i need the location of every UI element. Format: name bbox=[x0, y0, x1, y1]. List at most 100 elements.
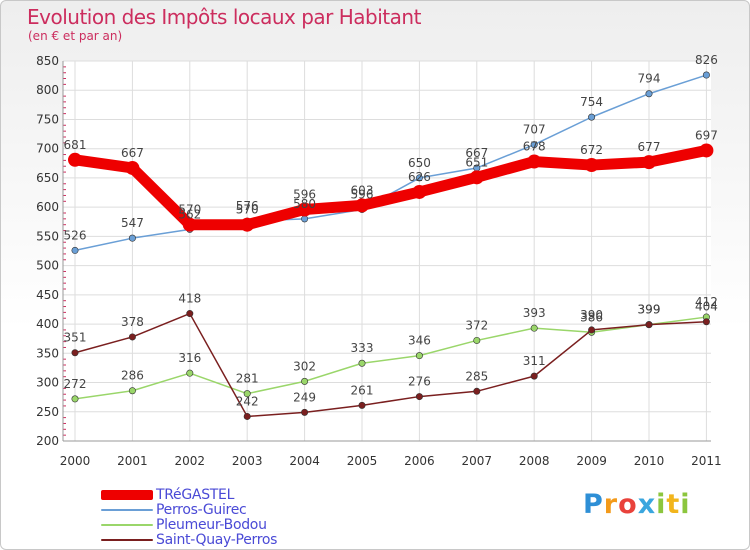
legend-swatch bbox=[101, 509, 153, 511]
data-point bbox=[358, 359, 366, 367]
data-point bbox=[415, 174, 423, 182]
series-line-3 bbox=[74, 312, 707, 418]
data-point bbox=[702, 318, 710, 326]
data-label: 286 bbox=[121, 369, 144, 383]
data-label: 249 bbox=[293, 390, 316, 404]
data-point bbox=[530, 372, 538, 380]
y-tick-label: 450 bbox=[36, 288, 59, 302]
data-label: 272 bbox=[64, 377, 87, 391]
logo-letter: x bbox=[637, 489, 657, 520]
series-line-2 bbox=[74, 316, 707, 400]
y-tick-label: 200 bbox=[36, 434, 59, 448]
data-point bbox=[645, 90, 653, 98]
logo-letter: i bbox=[656, 489, 667, 520]
y-tick-label: 250 bbox=[36, 405, 59, 419]
data-point bbox=[128, 333, 136, 341]
data-label: 242 bbox=[236, 394, 259, 408]
data-label: 697 bbox=[695, 128, 718, 142]
data-label: 603 bbox=[351, 183, 374, 197]
plot-area bbox=[63, 61, 711, 441]
y-tick-label: 500 bbox=[36, 259, 59, 273]
data-point-tregastel bbox=[527, 154, 542, 169]
y-tick-label: 400 bbox=[36, 317, 59, 331]
data-point bbox=[301, 377, 309, 385]
data-label: 378 bbox=[121, 315, 144, 329]
data-label: 672 bbox=[580, 143, 603, 157]
logo-letter: t bbox=[666, 489, 681, 520]
data-label: 826 bbox=[695, 53, 718, 67]
data-point bbox=[71, 349, 79, 357]
data-label: 650 bbox=[408, 156, 431, 170]
data-label: 626 bbox=[408, 170, 431, 184]
legend-label: Saint-Quay-Perros bbox=[156, 532, 278, 548]
legend-label: TRéGASTEL bbox=[156, 487, 235, 503]
data-point-tregastel bbox=[412, 184, 427, 199]
data-point bbox=[530, 141, 538, 149]
y-tick-label: 850 bbox=[36, 54, 59, 68]
data-label: 678 bbox=[523, 140, 546, 154]
data-point-tregastel bbox=[240, 217, 255, 232]
data-label: 596 bbox=[293, 187, 316, 201]
data-label: 333 bbox=[351, 341, 374, 355]
data-point bbox=[415, 393, 423, 401]
chart-title: Evolution des Impôts locaux par Habitant bbox=[27, 5, 421, 29]
legend-label: Pleumeur-Bodou bbox=[156, 517, 267, 533]
logo-letter: o bbox=[618, 489, 638, 520]
chart-subtitle: (en € et par an) bbox=[28, 29, 123, 43]
y-tick-label: 300 bbox=[36, 376, 59, 390]
series-line-0 bbox=[74, 145, 708, 231]
x-tick-label: 2009 bbox=[576, 454, 607, 468]
data-label: 399 bbox=[638, 303, 661, 317]
data-point bbox=[301, 408, 309, 416]
data-point bbox=[473, 387, 481, 395]
data-point-tregastel bbox=[469, 170, 484, 185]
data-point-tregastel bbox=[297, 202, 312, 217]
x-tick-label: 2000 bbox=[60, 454, 91, 468]
data-label: 276 bbox=[408, 375, 431, 389]
data-point-tregastel bbox=[584, 158, 599, 173]
data-label: 570 bbox=[178, 203, 201, 217]
x-tick-label: 2007 bbox=[462, 454, 493, 468]
y-tick-label: 650 bbox=[36, 171, 59, 185]
x-tick-label: 2005 bbox=[347, 454, 378, 468]
data-label: 302 bbox=[293, 359, 316, 373]
data-label: 667 bbox=[121, 146, 144, 160]
data-label: 677 bbox=[638, 140, 661, 154]
data-point bbox=[415, 352, 423, 360]
data-label: 754 bbox=[580, 95, 603, 109]
data-label: 576 bbox=[236, 199, 259, 213]
y-tick-label: 550 bbox=[36, 229, 59, 243]
data-point-tregastel bbox=[642, 155, 656, 170]
data-point bbox=[71, 246, 79, 254]
data-point bbox=[186, 369, 194, 377]
data-label: 596 bbox=[351, 187, 374, 201]
data-point-tregastel bbox=[699, 143, 714, 158]
data-label: 412 bbox=[695, 295, 718, 309]
data-point-tregastel bbox=[68, 152, 82, 167]
data-point-tregastel bbox=[355, 198, 369, 213]
data-label: 562 bbox=[178, 207, 201, 221]
data-label: 261 bbox=[351, 383, 374, 397]
data-point bbox=[588, 113, 596, 121]
data-label: 526 bbox=[64, 228, 87, 242]
legend-swatch bbox=[101, 490, 153, 500]
data-point bbox=[243, 390, 251, 398]
data-label: 285 bbox=[465, 369, 488, 383]
x-tick-label: 2004 bbox=[289, 454, 320, 468]
x-tick-label: 2006 bbox=[404, 454, 435, 468]
data-label: 580 bbox=[293, 197, 316, 211]
y-tick-label: 600 bbox=[36, 200, 59, 214]
data-label: 311 bbox=[523, 354, 546, 368]
data-label: 404 bbox=[695, 300, 718, 314]
data-label: 346 bbox=[408, 334, 431, 348]
logo-letter: r bbox=[603, 489, 619, 520]
data-label: 707 bbox=[523, 123, 546, 137]
data-label: 393 bbox=[523, 306, 546, 320]
x-tick-label: 2010 bbox=[634, 454, 665, 468]
data-label: 372 bbox=[465, 318, 488, 332]
data-label: 316 bbox=[178, 351, 201, 365]
data-label: 418 bbox=[178, 292, 201, 306]
data-point bbox=[243, 412, 251, 420]
data-label: 651 bbox=[465, 155, 488, 169]
x-tick-label: 2002 bbox=[175, 454, 206, 468]
